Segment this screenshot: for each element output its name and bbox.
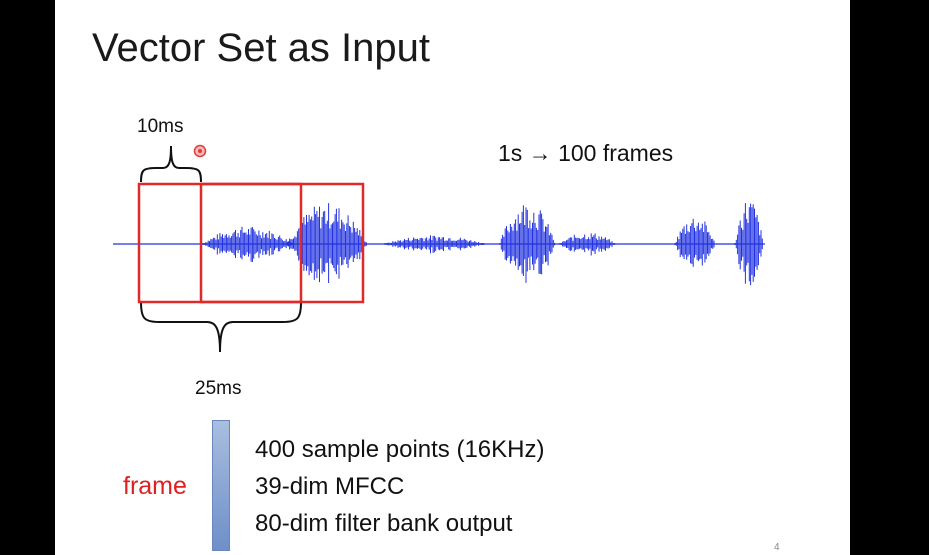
frame-vector-bar — [212, 420, 230, 551]
frame-label: frame — [123, 472, 187, 500]
slide-title: Vector Set as Input — [92, 26, 430, 70]
window-step-label: 10ms — [137, 116, 184, 137]
frame-desc-filter-bank: 80-dim filter bank output — [255, 510, 513, 537]
waveform — [202, 203, 763, 286]
waveform-diagram — [113, 144, 765, 353]
brace-25ms — [140, 301, 302, 353]
page-number: 4 — [774, 542, 780, 553]
frame-desc-mfcc: 39-dim MFCC — [255, 473, 405, 500]
frame-desc-sample-points: 400 sample points (16KHz) — [255, 436, 545, 463]
frame-length-label: 25ms — [195, 378, 242, 399]
frame-rate-label: 1s → 100 frames — [498, 140, 674, 166]
slide: Vector Set as Input 10ms 25ms 1s → 100 f… — [55, 0, 850, 555]
brace-10ms — [140, 145, 202, 183]
frame-window-2 — [199, 182, 365, 304]
